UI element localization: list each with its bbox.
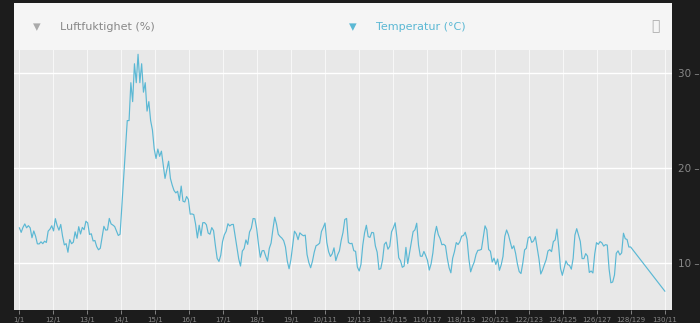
Text: Temperatur (°C): Temperatur (°C) <box>376 22 466 32</box>
Text: ▾: ▾ <box>349 19 357 34</box>
Text: Luftfuktighet (%): Luftfuktighet (%) <box>60 22 155 32</box>
Text: ▾: ▾ <box>33 19 41 34</box>
Text: ⤢: ⤢ <box>652 20 659 34</box>
